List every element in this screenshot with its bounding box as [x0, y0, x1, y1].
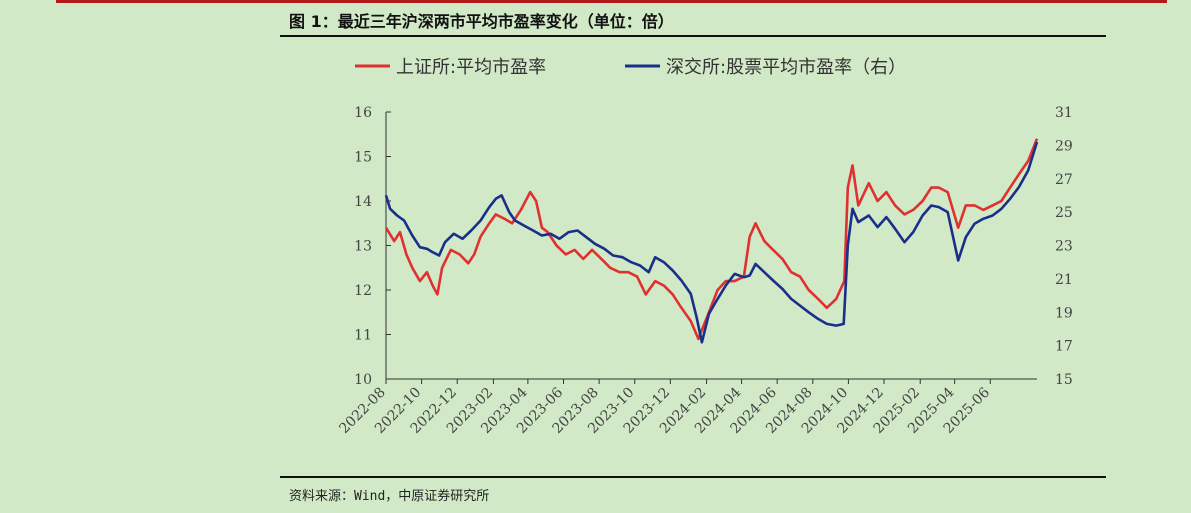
y-left-tick-label: 15: [354, 150, 372, 166]
series-lines: [384, 138, 1039, 344]
series-line-szse: [384, 141, 1039, 344]
y-right-tick-label: 15: [1055, 372, 1073, 388]
y-right-tick-label: 31: [1055, 105, 1073, 121]
y-left-tick-label: 14: [354, 194, 372, 210]
y-right-tick-label: 23: [1055, 239, 1073, 255]
y-right-tick-label: 19: [1055, 305, 1073, 321]
axes: 101112131415161517192123252729312022-082…: [336, 105, 1072, 437]
y-right-tick-label: 27: [1055, 172, 1073, 188]
y-right-tick-label: 17: [1055, 339, 1073, 355]
figure-title: 图 1：最近三年沪深两市平均市盈率变化（单位：倍）: [289, 12, 674, 31]
y-right-tick-label: 21: [1055, 272, 1073, 288]
legend-label-sse: 上证所:平均市盈率: [396, 57, 546, 78]
series-line-sse: [384, 138, 1039, 341]
y-right-tick-label: 29: [1055, 138, 1073, 154]
y-left-tick-label: 13: [354, 239, 372, 255]
y-right-tick-label: 25: [1055, 205, 1073, 221]
top-accent-rule: [56, 0, 1167, 3]
y-left-tick-label: 11: [354, 328, 372, 344]
title-rule: [280, 35, 1106, 37]
bottom-rule: [280, 476, 1106, 478]
y-left-tick-label: 16: [354, 105, 372, 121]
y-left-tick-label: 12: [354, 283, 372, 299]
y-left-tick-label: 10: [354, 372, 372, 388]
source-note: 资料来源：Wind，中原证券研究所: [289, 489, 490, 504]
legend: 上证所:平均市盈率 深交所:股票平均市盈率（右）: [355, 57, 906, 78]
legend-label-szse: 深交所:股票平均市盈率（右）: [666, 57, 906, 78]
